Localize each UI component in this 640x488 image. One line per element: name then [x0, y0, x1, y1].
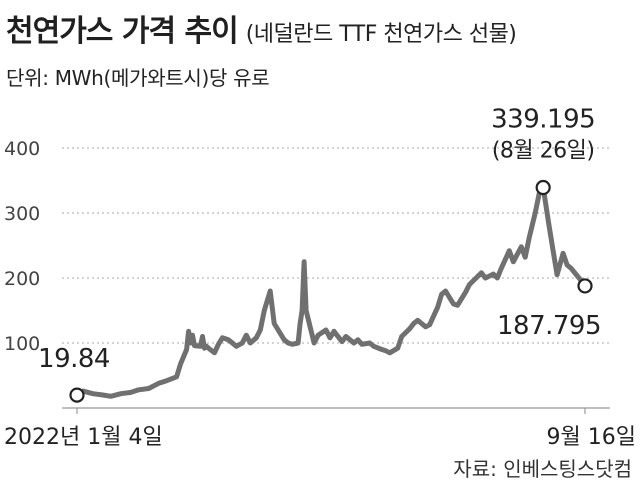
grid-layer [62, 147, 610, 344]
axis-layer [62, 407, 610, 414]
source-label: 자료: 인베스팅스닷컴 [453, 457, 632, 481]
annotation-value-start: 19.84 [38, 344, 110, 374]
annotation-value-peak: 339.195 [491, 105, 595, 135]
y-tick-label-400: 400 [4, 138, 40, 160]
y-tick-label-300: 300 [4, 203, 40, 225]
y-tick-label-100: 100 [4, 333, 40, 355]
marker-peak [535, 179, 551, 196]
x-tick-label-end: 9월 16일 [547, 425, 636, 450]
title-row: 천연가스 가격 추이 (네덜란드 TTF 천연가스 선물) [6, 6, 517, 50]
y-tick-label-200: 200 [4, 268, 40, 290]
price-series-line [74, 185, 588, 399]
chart-title: 천연가스 가격 추이 [6, 14, 239, 49]
annotation-date-peak: (8월 26일) [492, 139, 595, 164]
label-layer: 100 200 300 400 2022년 1월 4일 9월 16일 19.84 339.19… [4, 105, 636, 450]
annotation-value-end: 187.795 [497, 311, 601, 341]
chart-subtitle: (네덜란드 TTF 천연가스 선물) [245, 22, 517, 47]
series-layer [74, 185, 588, 399]
marker-end [577, 278, 593, 294]
marker-layer [69, 179, 593, 403]
marker-start [69, 387, 85, 403]
unit-label: 단위: MWh(메가와트시)당 유로 [6, 66, 270, 90]
x-tick-label-start: 2022년 1월 4일 [4, 425, 163, 450]
